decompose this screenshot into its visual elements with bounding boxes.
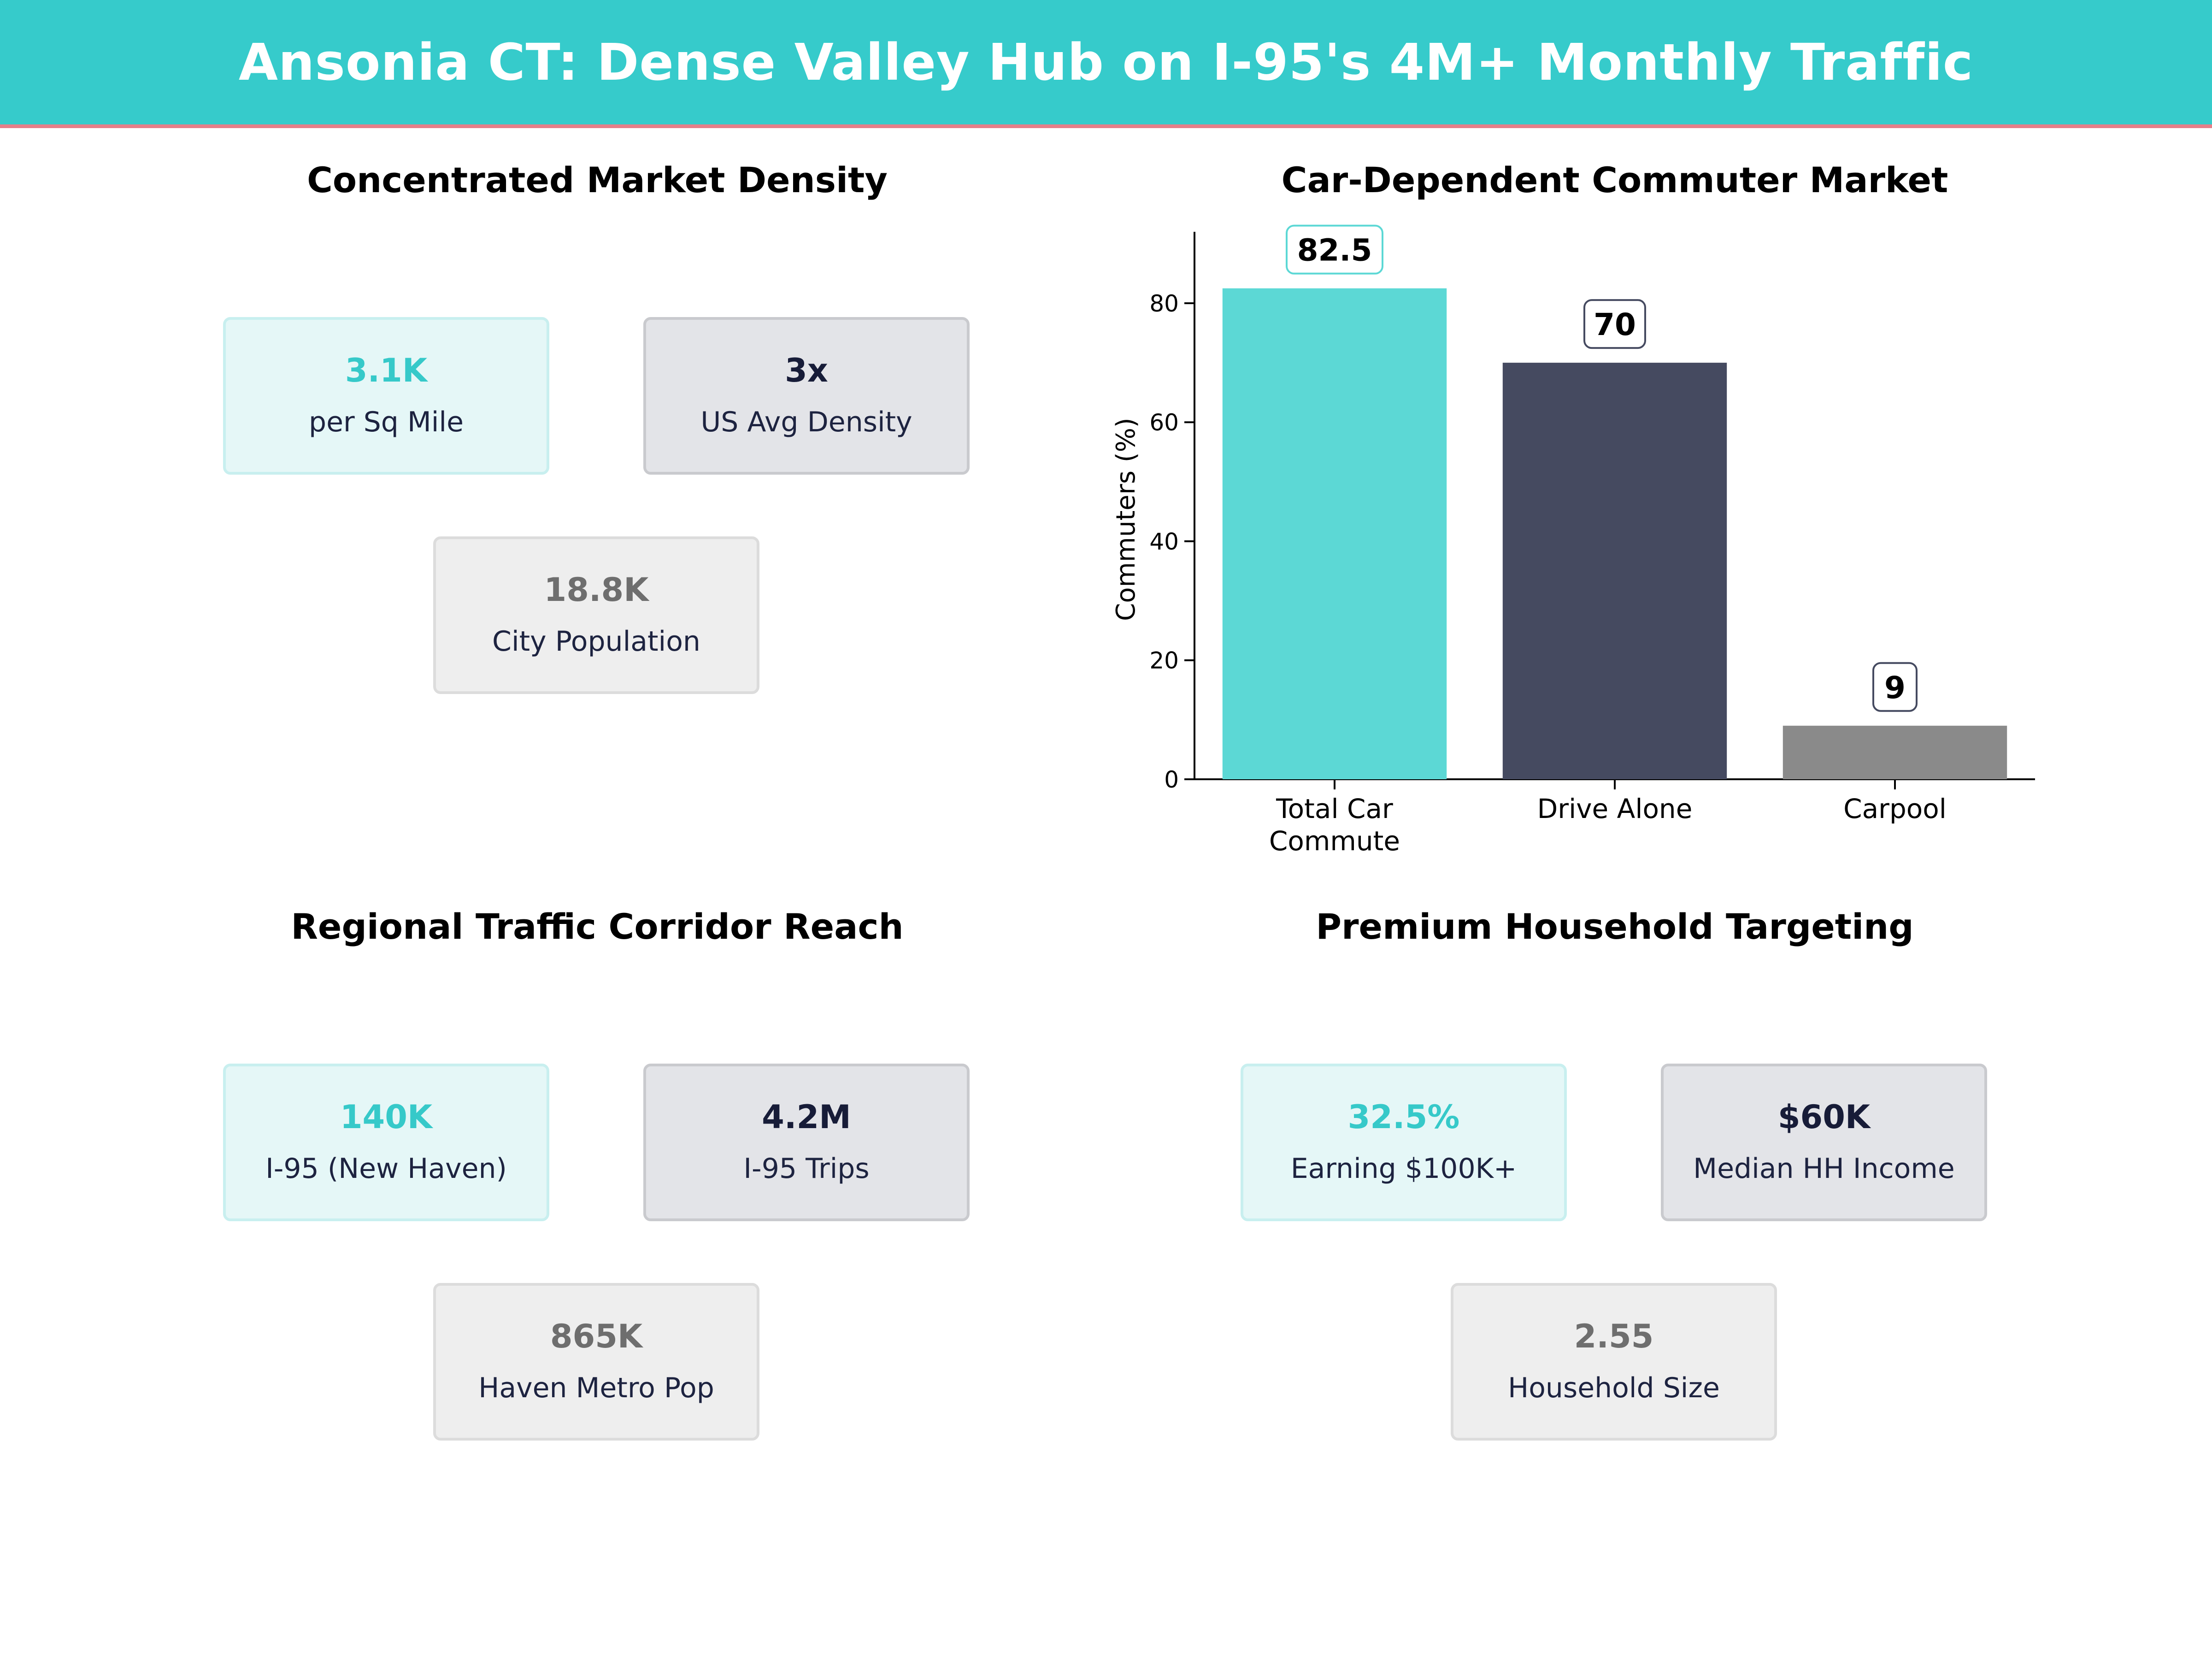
bar <box>1222 288 1447 780</box>
page-title: Ansonia CT: Dense Valley Hub on I-95's 4… <box>238 33 1974 92</box>
kpi-card-earning-100k: 32.5% Earning $100K+ <box>1241 1064 1567 1221</box>
data-label-box <box>1872 662 1918 712</box>
commute-panel-title: Car-Dependent Commuter Market <box>1281 159 1948 200</box>
kpi-label: per Sq Mile <box>308 406 464 438</box>
kpi-card-density: 3.1K per Sq Mile <box>223 317 549 475</box>
bar <box>1783 725 2007 779</box>
kpi-label: Earning $100K+ <box>1290 1153 1517 1185</box>
kpi-card-i95-new-haven: 140K I-95 (New Haven) <box>223 1064 549 1221</box>
y-tick-label: 80 <box>1149 290 1179 317</box>
x-tick-label: Carpool <box>1843 793 1947 824</box>
kpi-label: Median HH Income <box>1693 1153 1955 1185</box>
x-tick-label: Drive Alone <box>1537 793 1693 824</box>
data-label: 70 <box>1594 307 1636 342</box>
kpi-label: I-95 (New Haven) <box>265 1153 507 1185</box>
kpi-label: Haven Metro Pop <box>478 1372 714 1404</box>
density-panel-title: Concentrated Market Density <box>307 159 888 200</box>
data-label: 82.5 <box>1297 233 1372 268</box>
y-tick-label: 0 <box>1164 766 1179 793</box>
traffic-panel-title: Regional Traffic Corridor Reach <box>291 906 904 947</box>
kpi-card-metro-pop: 865K Haven Metro Pop <box>433 1283 759 1441</box>
y-axis-label: Commuters (%) <box>1111 418 1141 621</box>
kpi-card-density-ratio: 3x US Avg Density <box>643 317 970 475</box>
kpi-value: 865K <box>550 1318 643 1355</box>
data-label: 9 <box>1884 670 1906 706</box>
kpi-label: Household Size <box>1508 1372 1720 1404</box>
kpi-value: 3.1K <box>345 352 428 389</box>
kpi-label: City Population <box>492 625 700 658</box>
x-tick-label: Commute <box>1269 825 1400 857</box>
kpi-label: I-95 Trips <box>743 1153 870 1185</box>
kpi-card-population: 18.8K City Population <box>433 536 759 694</box>
kpi-value: 18.8K <box>544 571 649 609</box>
data-label-box <box>1583 299 1646 349</box>
kpi-value: 2.55 <box>1574 1318 1654 1355</box>
kpi-label: US Avg Density <box>700 406 912 438</box>
kpi-value: 4.2M <box>762 1098 851 1136</box>
data-label-box <box>1286 224 1383 275</box>
kpi-card-household-size: 2.55 Household Size <box>1451 1283 1777 1441</box>
header-banner: Ansonia CT: Dense Valley Hub on I-95's 4… <box>0 0 2212 128</box>
kpi-value: $60K <box>1777 1098 1871 1136</box>
kpi-value: 32.5% <box>1347 1098 1460 1136</box>
y-tick-label: 20 <box>1149 647 1179 674</box>
y-tick-label: 60 <box>1149 409 1179 436</box>
kpi-value: 3x <box>785 352 828 389</box>
y-tick-label: 40 <box>1149 528 1179 555</box>
household-panel-title: Premium Household Targeting <box>1316 906 1914 947</box>
kpi-card-median-income: $60K Median HH Income <box>1661 1064 1987 1221</box>
kpi-value: 140K <box>340 1098 433 1136</box>
kpi-card-i95-trips: 4.2M I-95 Trips <box>643 1064 970 1221</box>
x-tick-label: Total Car <box>1276 793 1393 824</box>
bar <box>1502 363 1727 779</box>
